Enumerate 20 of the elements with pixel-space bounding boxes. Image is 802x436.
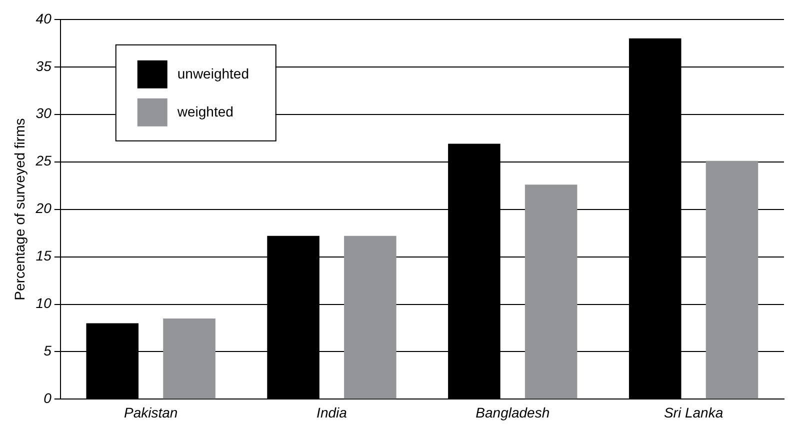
y-axis-title: Percentage of surveyed firms (11, 118, 28, 300)
x-tick-label: Pakistan (124, 404, 178, 420)
y-tick-label: 30 (36, 105, 52, 122)
x-tick-label: Bangladesh (476, 404, 550, 420)
y-tick-label: 40 (36, 10, 52, 26)
legend-label: unweighted (177, 65, 249, 82)
bar (163, 318, 216, 399)
y-tick-label: 0 (44, 390, 52, 406)
y-tick-label: 20 (34, 200, 52, 216)
y-tick-label: 15 (36, 248, 52, 264)
x-tick-label: India (316, 404, 348, 420)
y-tick-label: 10 (36, 295, 52, 312)
y-tick-label: 35 (36, 58, 52, 74)
bar (706, 160, 758, 399)
y-tick-label: 25 (34, 152, 52, 169)
bar (344, 236, 396, 399)
x-tick-label: Sri Lanka (664, 404, 724, 420)
bar (524, 184, 578, 399)
legend-label: weighted (176, 103, 234, 120)
y-tick-label: 5 (44, 342, 52, 359)
